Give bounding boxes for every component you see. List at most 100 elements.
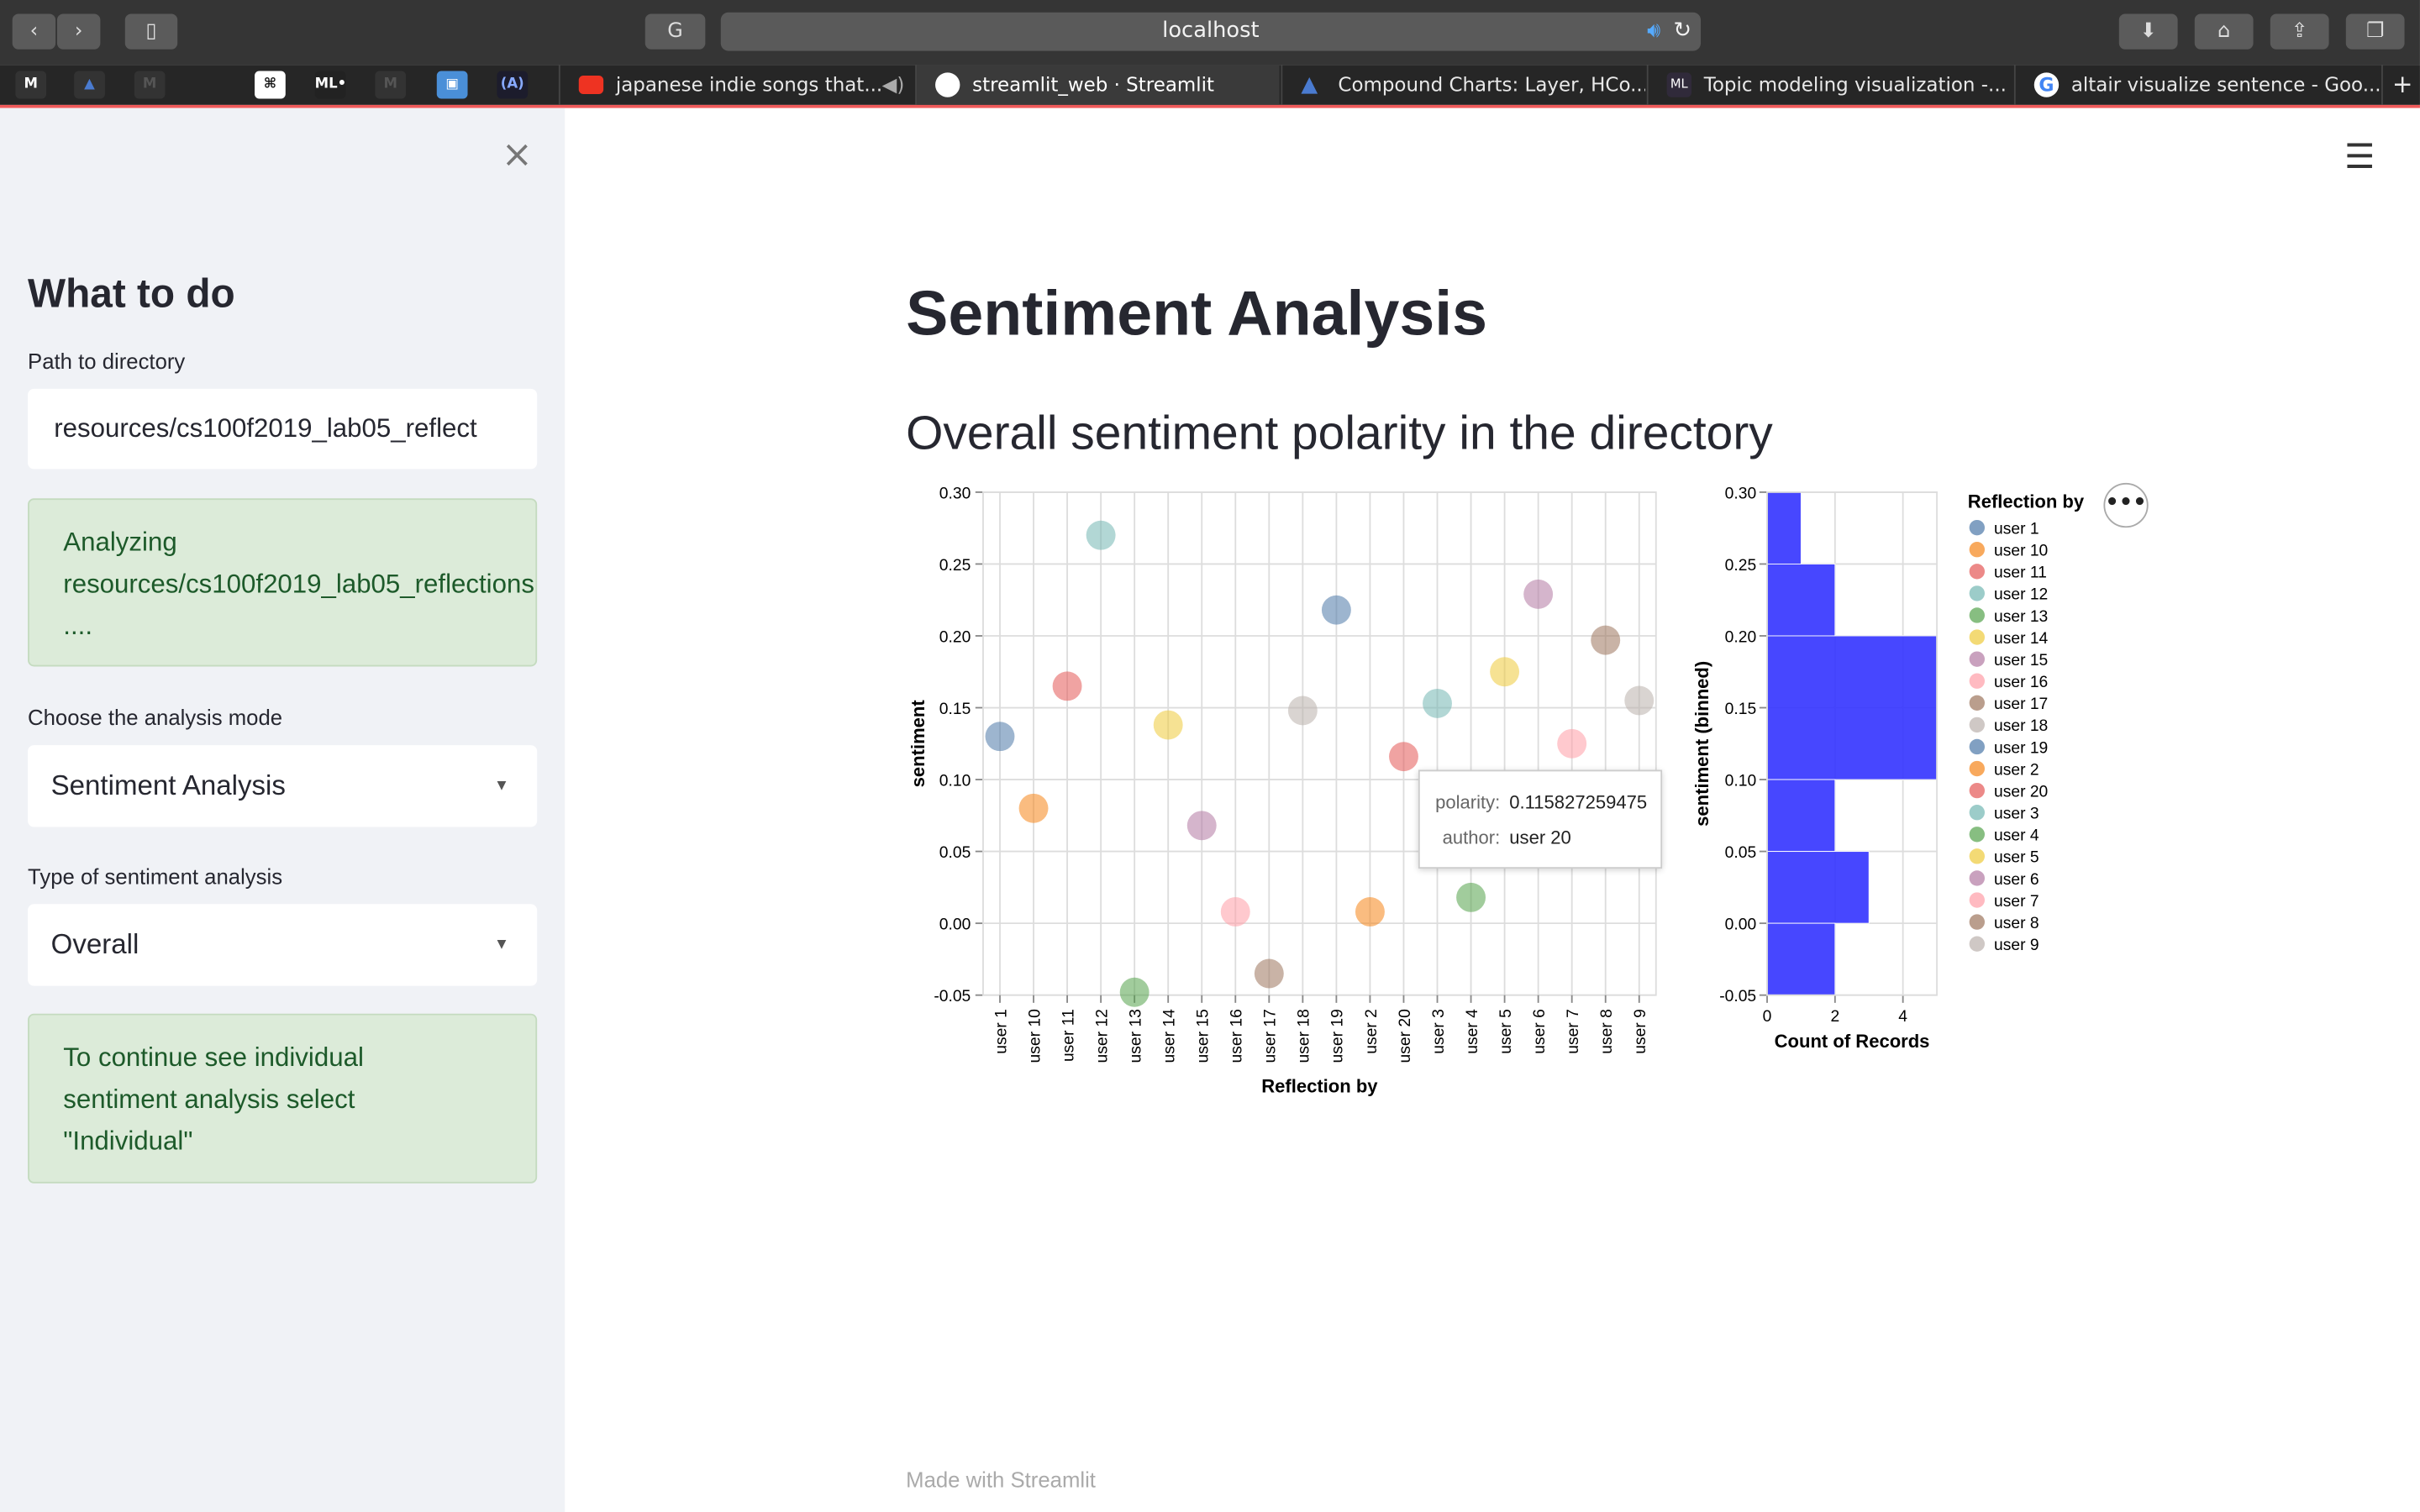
histogram-bar [1766,922,1836,996]
tab-title: japanese indie songs that... [615,72,883,96]
audio-icon[interactable]: ◀︎) [881,72,905,96]
legend-swatch [1969,848,1985,864]
legend-swatch [1969,542,1985,558]
x-tick-label: user 18 [1296,1009,1313,1063]
y-tick-label: 0.25 [939,557,971,575]
legend-swatch [1969,607,1985,623]
scatter-point [1355,896,1385,927]
share-icon[interactable]: ⇪ [2270,13,2329,50]
path-input-value: resources/cs100f2019_lab05_reflect [54,413,477,444]
browser-tab[interactable]: japanese indie songs that... ◀︎) [558,65,913,105]
home-icon[interactable]: ⌂ [2194,13,2254,50]
y-tick-label: 0.10 [939,772,971,790]
legend-label: user 3 [1994,806,2039,823]
histogram-bar [1766,851,1870,924]
analyzing-ellipsis: .... [63,611,93,641]
y-tick-label: 0.15 [1725,701,1757,718]
google-icon: G [2033,72,2060,97]
type-select[interactable]: Overall ▼ [28,904,538,986]
reload-icon[interactable]: ↻ [1673,18,1692,44]
mode-select[interactable]: Sentiment Analysis ▼ [28,745,538,827]
scatter-point [1557,728,1587,759]
x-axis-title: Reflection by [1261,1075,1378,1096]
x-tick-label: 2 [1830,1008,1839,1026]
forward-icon[interactable]: › [56,13,101,50]
grammarly-icon[interactable]: G [644,13,706,50]
y-tick-label: -0.05 [1719,988,1756,1005]
pinned-tab-icon[interactable]: M [15,71,47,99]
legend-label: user 17 [1994,696,2048,713]
continue-text: To continue see individual sentiment ana… [63,1042,364,1156]
scatter-point [1018,793,1049,823]
chevron-down-icon: ▼ [493,936,510,954]
address-bar[interactable]: localhost 🔊︎ ↻ [720,12,1702,51]
download-icon[interactable]: ⬇ [2118,13,2178,50]
x-tick-label: user 10 [1026,1009,1044,1063]
legend-swatch [1969,629,1985,645]
y-tick-label: 0.00 [1725,916,1757,933]
y-tick-label: -0.05 [934,988,971,1005]
tooltip-key: polarity: [1435,791,1501,813]
histogram-bar [1766,635,1938,780]
url-text: localhost [1162,18,1260,44]
legend: Reflection by user 1 user 10 user 11 user 12… [1968,491,2085,954]
legend-label: user 10 [1994,543,2048,560]
y-tick-label: 0.10 [1725,772,1757,790]
legend-label: user 5 [1994,849,2039,867]
legend-label: user 18 [1994,717,2048,735]
streamlit-icon [935,72,960,97]
back-icon[interactable]: ‹ [12,13,56,50]
legend-label: user 14 [1994,630,2049,648]
analyzing-message: Analyzing resources/cs100f2019_lab05_ref… [28,498,538,667]
legend-swatch [1969,936,1985,952]
browser-tab-active[interactable]: streamlit_web · Streamlit [915,65,1280,105]
pinned-tab-icon[interactable]: ▲ [74,71,105,99]
chevron-down-icon: ▼ [493,777,510,795]
new-tab-icon[interactable]: + [2381,65,2420,105]
x-tick-label: user 6 [1531,1009,1549,1054]
scatter-point [1153,710,1183,740]
legend-label: user 15 [1994,652,2048,669]
x-tick-label: user 20 [1397,1009,1414,1063]
scatter-point [1119,977,1150,1007]
y-tick-label: 0.15 [939,701,971,718]
pinned-tab-icon[interactable]: M [375,71,407,99]
legend-swatch [1969,585,1985,601]
tabs-overview-icon[interactable]: ❐ [2345,13,2405,50]
legend-label: user 16 [1994,674,2048,691]
legend-swatch [1969,827,1985,843]
pinned-tab-icon[interactable]: M [134,71,166,99]
legend-swatch [1969,892,1985,908]
x-tick-label: user 12 [1093,1009,1111,1063]
github-icon[interactable]: ⌘ [255,71,286,99]
tab-title: Compound Charts: Layer, HCo... [1338,72,1645,96]
y-tick-label: 0.20 [939,628,971,646]
menu-icon[interactable]: ☰ [2344,139,2375,178]
more-actions-icon[interactable]: ••• [2103,482,2149,528]
scatter-point [1624,685,1655,716]
x-tick-label: user 17 [1262,1009,1280,1063]
pinned-tab-icon[interactable]: ML• [314,71,346,99]
tab-title: Topic modeling visualization -... [1703,72,2007,96]
legend-label: user 19 [1994,739,2048,757]
legend-label: user 2 [1994,761,2039,779]
scatter-point [1186,811,1217,841]
browser-tab[interactable]: G altair visualize sentence - Goo... [2013,65,2380,105]
y-tick-label: 0.30 [1725,485,1757,502]
browser-tab[interactable]: ▲ Compound Charts: Layer, HCo... [1281,65,1645,105]
sidebar-toggle-icon[interactable]: ▯ [124,13,178,50]
legend-label: user 20 [1994,783,2048,801]
histogram-bar [1766,779,1836,853]
y-tick-label: 0.00 [939,916,971,933]
browser-tab[interactable]: ML Topic modeling visualization -... [1646,65,2012,105]
close-icon[interactable]: × [501,132,533,176]
legend-label: user 7 [1994,893,2039,911]
legend-swatch [1969,805,1985,821]
path-input[interactable]: resources/cs100f2019_lab05_reflect [28,388,538,470]
pinned-tab-icon[interactable]: (A) [497,71,529,99]
audio-icon[interactable]: 🔊︎ [1647,18,1661,44]
legend-swatch [1969,870,1985,886]
chart-heading: Overall sentiment polarity in the direct… [906,406,1773,460]
pinned-tab-icon[interactable]: ▣ [436,71,468,99]
legend-label: user 4 [1994,827,2039,845]
